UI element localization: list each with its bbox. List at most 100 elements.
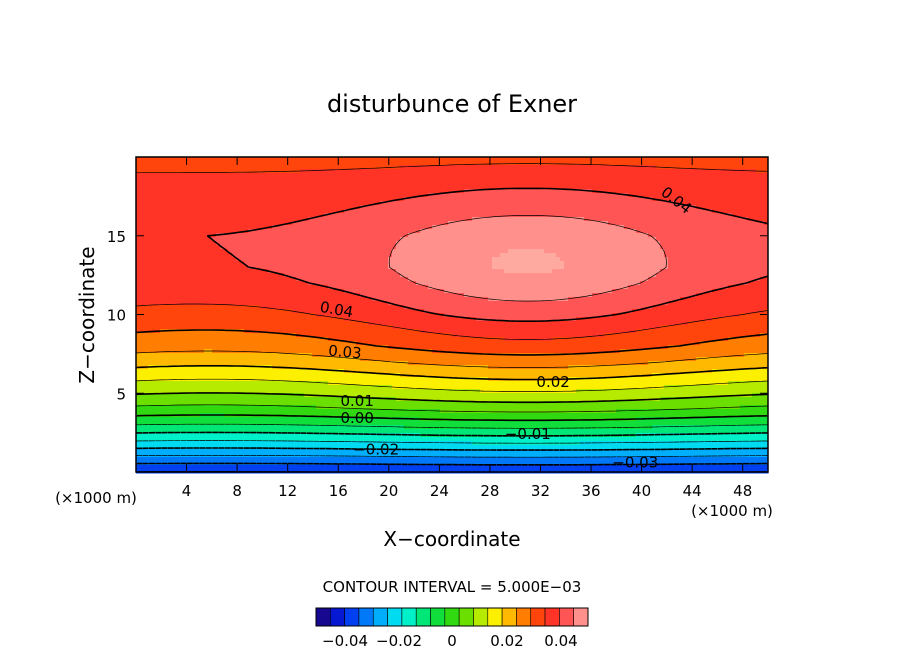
field-cell [204,173,209,178]
field-cell [460,249,465,254]
field-cell [440,225,445,230]
field-cell [708,273,713,278]
field-cell [688,157,693,162]
field-cell [184,269,189,274]
field-cell [568,181,573,186]
field-cell [592,265,597,270]
field-cell [676,229,681,234]
field-cell [656,173,661,178]
field-cell [728,209,733,214]
field-cell [296,233,301,238]
field-cell [392,169,397,174]
field-cell [496,253,501,258]
field-cell [548,221,553,226]
field-cell [192,225,197,230]
field-cell [704,197,709,202]
field-cell [592,181,597,186]
field-cell [540,265,545,270]
field-cell [764,181,769,186]
field-cell [692,197,697,202]
field-cell [556,225,561,230]
field-cell [220,277,225,282]
field-cell [208,209,213,214]
field-cell [756,197,761,202]
field-cell [464,237,469,242]
field-cell [444,245,449,250]
field-cell [220,217,225,222]
field-cell [712,241,717,246]
field-cell [448,273,453,278]
field-cell [564,237,569,242]
field-cell [408,209,413,214]
field-cell [656,161,661,166]
field-cell [236,205,241,210]
field-cell [648,181,653,186]
field-cell [408,197,413,202]
field-cell [544,217,549,222]
field-cell [736,229,741,234]
field-cell [600,201,605,206]
field-cell [488,273,493,278]
field-cell [736,225,741,230]
field-cell [308,257,313,262]
field-cell [312,181,317,186]
field-cell [400,169,405,174]
field-cell [628,181,633,186]
field-cell [764,213,769,218]
field-cell [240,241,245,246]
field-cell [292,173,297,178]
field-cell [156,217,161,222]
field-cell [612,213,617,218]
field-cell [640,277,645,282]
field-cell [440,213,445,218]
field-cell [720,193,725,198]
field-cell [432,257,437,262]
field-cell [228,165,233,170]
field-cell [748,157,753,162]
field-cell [452,169,457,174]
field-cell [424,201,429,206]
field-cell [512,277,517,282]
field-cell [144,181,149,186]
field-cell [392,249,397,254]
field-cell [336,205,341,210]
field-cell [212,177,217,182]
field-cell [436,189,441,194]
field-cell [644,237,649,242]
field-cell [192,161,197,166]
field-cell [708,185,713,190]
field-cell [264,201,269,206]
field-cell [304,257,309,262]
field-cell [632,201,637,206]
field-cell [400,217,405,222]
field-cell [136,221,141,226]
field-cell [392,201,397,206]
field-cell [520,181,525,186]
field-cell [248,165,253,170]
field-cell [620,265,625,270]
field-cell [736,181,741,186]
field-cell [640,189,645,194]
field-cell [520,225,525,230]
field-cell [216,225,221,230]
field-cell [348,261,353,266]
field-cell [576,241,581,246]
field-cell [364,197,369,202]
field-cell [192,189,197,194]
field-cell [368,157,373,162]
field-cell [564,245,569,250]
field-cell [504,257,509,262]
field-cell [636,265,641,270]
field-cell [312,205,317,210]
field-cell [144,237,149,242]
field-cell [444,209,449,214]
field-cell [456,209,461,214]
field-cell [564,253,569,258]
field-cell [172,197,177,202]
field-cell [284,277,289,282]
field-cell [212,185,217,190]
field-cell [412,273,417,278]
field-cell [184,245,189,250]
field-cell [404,161,409,166]
field-cell [720,197,725,202]
